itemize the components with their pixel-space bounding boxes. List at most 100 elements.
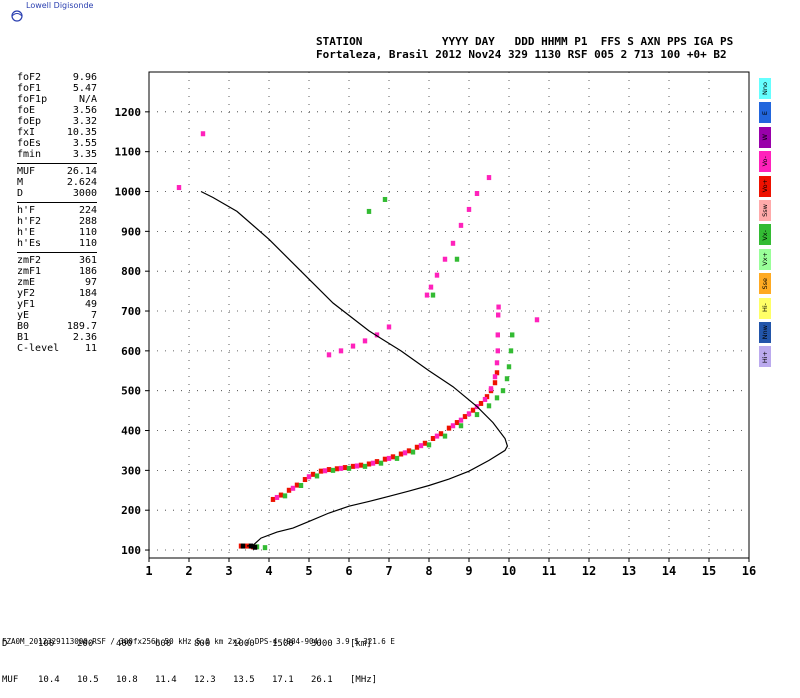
x-tick-label: 15 — [702, 564, 716, 578]
param-label: B0 — [17, 321, 30, 332]
echo-point — [426, 442, 432, 448]
echo-point — [486, 403, 492, 409]
echo-point — [508, 348, 514, 354]
param-row: foF2 9.96 — [17, 72, 97, 83]
muf-value: 10.4 — [38, 675, 60, 685]
echo-point — [274, 494, 280, 500]
echo-point — [386, 324, 392, 330]
legend-label: E — [761, 110, 769, 115]
muf-value: 26.1 — [311, 675, 333, 685]
legend-label: Hi+ — [761, 350, 769, 363]
echo-point — [374, 332, 380, 338]
param-row: foE 3.56 — [17, 105, 97, 116]
muf-label: MUF — [2, 675, 19, 685]
param-value: 97 — [84, 277, 97, 288]
echo-point — [450, 423, 456, 429]
echo-point — [422, 440, 428, 446]
param-row: foEp 3.32 — [17, 116, 97, 127]
echo-point — [500, 388, 506, 394]
param-value: 2.624 — [66, 177, 97, 188]
param-label: zmE — [17, 277, 36, 288]
plot-frame — [148, 71, 750, 559]
echo-point — [484, 394, 490, 400]
param-value: 26.14 — [66, 166, 97, 177]
x-tick-label: 10 — [502, 564, 516, 578]
y-tick-label: 1200 — [115, 106, 142, 119]
echo-point — [282, 493, 288, 499]
distance-value: 1500 — [272, 639, 294, 649]
param-label: h'Es — [17, 238, 42, 249]
distance-label: D — [2, 639, 8, 649]
echo-point — [326, 352, 332, 358]
polarization-legend: Nno E W Vo- Vo+ Ssw Vx- Vx+ Sse Hi- Nnw Hi+ — [759, 78, 771, 371]
muf-value: 17.1 — [272, 675, 294, 685]
echo-point — [402, 450, 408, 456]
legend-item: Vo+ — [759, 175, 771, 197]
param-row: yF2 184 — [17, 288, 97, 299]
echo-point — [458, 222, 464, 228]
echo-point — [486, 175, 492, 181]
echo-point — [322, 468, 328, 474]
echo-point — [406, 448, 412, 454]
param-row: zmF1 186 — [17, 266, 97, 277]
echo-point — [442, 433, 448, 439]
param-label: fxI — [17, 127, 36, 138]
echo-point — [350, 463, 356, 469]
legend-label: Nnw — [761, 325, 769, 340]
echo-point — [450, 240, 456, 246]
param-label: h'F — [17, 205, 36, 216]
echo-point — [366, 461, 372, 467]
param-row: zmE 97 — [17, 277, 97, 288]
param-value: 184 — [78, 288, 97, 299]
echo-point — [278, 492, 284, 498]
echo-point — [366, 208, 372, 214]
legend-label: Hi- — [761, 303, 769, 313]
legend-label: Vx+ — [761, 252, 769, 267]
param-value: 9.96 — [72, 72, 97, 83]
param-value: 10.35 — [66, 127, 97, 138]
param-value: 110 — [78, 227, 97, 238]
legend-label: Vo- — [761, 156, 769, 167]
legend-label: Vo+ — [761, 179, 769, 193]
param-label: h'F2 — [17, 216, 42, 227]
echo-point — [314, 473, 320, 479]
echo-point — [482, 396, 488, 402]
echo-point — [466, 411, 472, 417]
x-tick-label: 3 — [225, 564, 232, 578]
echo-point — [474, 191, 480, 196]
echo-point — [494, 360, 500, 366]
echo-point — [346, 465, 352, 471]
echo-point — [496, 312, 501, 318]
param-separator — [17, 252, 97, 253]
y-tick-label: 800 — [121, 265, 141, 278]
echo-point — [252, 544, 258, 550]
distance-row: D 100 200 400 600 800 1000 1500 3000 [km… — [2, 638, 377, 650]
param-label: foF2 — [17, 72, 42, 83]
distance-value: 400 — [116, 639, 133, 649]
y-tick-label: 200 — [121, 504, 141, 517]
param-label: yF2 — [17, 288, 36, 299]
logo-title: Lowell Digisonde — [26, 1, 94, 10]
echo-point — [414, 444, 420, 450]
param-value: N/A — [78, 94, 97, 105]
legend-item: Sse — [759, 273, 771, 295]
x-tick-label: 1 — [145, 564, 152, 578]
y-tick-label: 1100 — [115, 146, 142, 159]
distance-value: 800 — [194, 639, 211, 649]
y-tick-label: 400 — [121, 425, 141, 438]
echo-point — [418, 443, 424, 449]
echo-point — [286, 487, 292, 493]
param-row: h'F 224 — [17, 205, 97, 216]
param-row: foEs 3.55 — [17, 138, 97, 149]
echo-point — [506, 364, 512, 370]
param-label: foEp — [17, 116, 42, 127]
legend-item: Nnw — [759, 321, 771, 343]
echo-point — [438, 431, 444, 437]
echo-point — [470, 407, 476, 413]
echo-point — [434, 272, 440, 278]
echo-point — [302, 477, 308, 483]
param-label: fmin — [17, 149, 42, 160]
legend-item: E — [759, 102, 771, 124]
param-row: yF1 49 — [17, 299, 97, 310]
echo-point — [428, 284, 434, 290]
